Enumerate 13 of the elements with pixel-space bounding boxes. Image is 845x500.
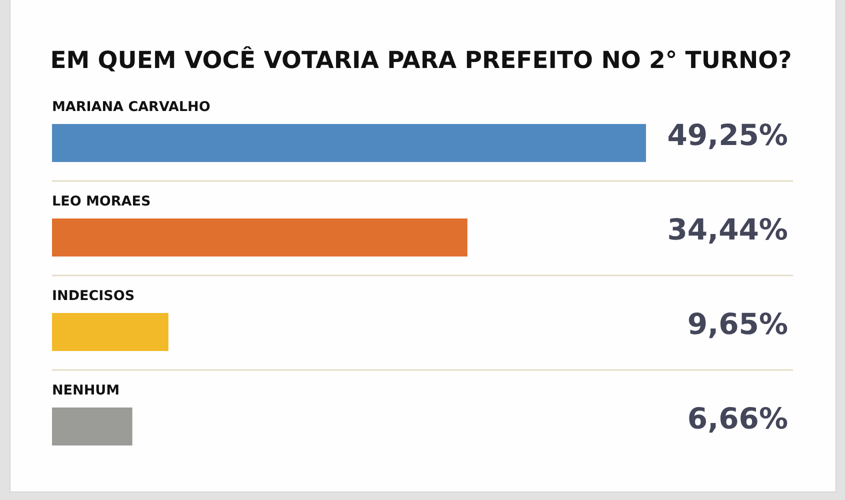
y-tick-label: NENHUM bbox=[52, 382, 120, 398]
data-label: 49,25% bbox=[667, 118, 788, 152]
bar bbox=[52, 408, 132, 446]
y-tick-label: INDECISOS bbox=[52, 288, 135, 304]
chart-title: EM QUEM VOCÊ VOTARIA PARA PREFEITO NO 2° TURNO? bbox=[50, 46, 792, 74]
data-label: 9,65% bbox=[687, 307, 788, 341]
bar bbox=[52, 124, 646, 162]
data-label: 34,44% bbox=[667, 212, 788, 246]
bar bbox=[52, 218, 468, 256]
y-tick-label: MARIANA CARVALHO bbox=[52, 99, 210, 115]
data-label: 6,66% bbox=[687, 402, 788, 436]
bar bbox=[52, 313, 168, 351]
y-tick-label: LEO MORAES bbox=[52, 194, 151, 210]
